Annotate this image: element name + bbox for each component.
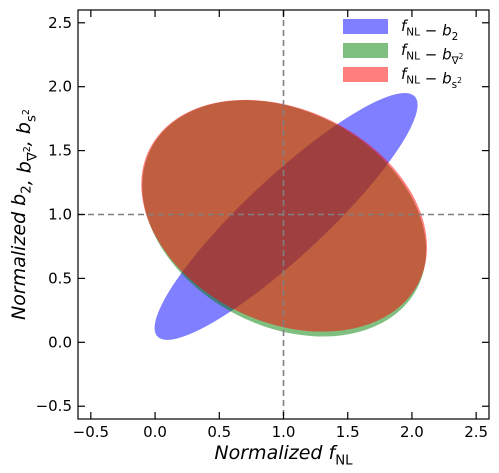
y-axis-label-group: Normalized b2, b∇2, bs2: [8, 109, 40, 320]
reference-lines: [78, 10, 489, 419]
x-tick-label: 2.0: [400, 423, 424, 441]
x-tick-label: 0.0: [143, 423, 167, 441]
legend-swatch: [343, 43, 388, 58]
legend-label: fNL − b∇2: [401, 41, 464, 67]
y-tick-label: 1.0: [48, 206, 72, 224]
x-tick-label: 0.5: [207, 423, 231, 441]
legend-label: fNL − bs2: [401, 65, 462, 91]
legend-swatch: [343, 67, 388, 82]
x-axis-label: Normalized fNL: [214, 442, 353, 469]
legend-item-fnl-b2: fNL − b2: [343, 17, 458, 43]
legend-item-fnl-bnabla2: fNL − b∇2: [343, 41, 464, 67]
ticks-layer: −0.5 0.0 0.5 1.0 1.5 2.0 2.5 −0.5 0.0 0.5 1.0 1.5 2.…: [36, 10, 489, 441]
x-tick-label: −0.5: [73, 423, 109, 441]
x-tick-label: 2.5: [464, 423, 488, 441]
ellipses-layer: [141, 92, 427, 340]
y-tick-label: 2.5: [48, 14, 72, 32]
legend-label: fNL − b2: [401, 17, 458, 43]
y-tick-label: 0.0: [48, 333, 72, 351]
legend-item-fnl-bs2: fNL − bs2: [343, 65, 462, 91]
axis-labels: Normalized fNL Normalized b2, b∇2, bs2: [8, 109, 353, 469]
y-tick-label: 1.5: [48, 142, 72, 160]
y-tick-label: 2.0: [48, 78, 72, 96]
y-tick-label: 0.5: [48, 269, 72, 287]
x-tick-label: 1.0: [272, 423, 296, 441]
y-axis-label: Normalized b2, b∇2, bs2: [8, 109, 40, 320]
y-tick-label: −0.5: [36, 397, 72, 415]
legend-swatch: [343, 19, 388, 34]
x-tick-label: 1.5: [336, 423, 360, 441]
